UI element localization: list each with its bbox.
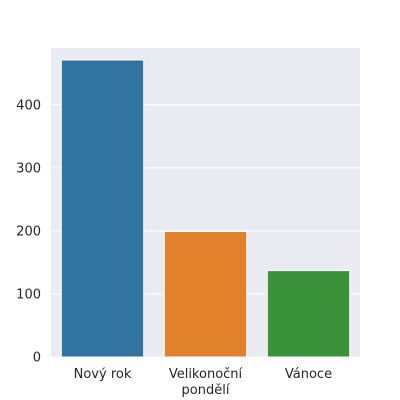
y-tick-label: 100 (16, 287, 41, 302)
x-tick-label-line: Vánoce (285, 367, 332, 382)
y-tick-label: 0 (33, 351, 41, 366)
x-tick-label-line: Velikonoční (169, 367, 243, 382)
x-axis-ticks: Nový rok Velikonoční pondělí Vánoce (74, 367, 332, 398)
x-tick-label: Nový rok (74, 367, 132, 382)
bar (60, 59, 145, 358)
bars (60, 59, 351, 358)
x-tick-label: Velikonoční pondělí (169, 367, 243, 398)
x-tick-label-line: pondělí (182, 383, 230, 398)
y-tick-label: 200 (16, 224, 41, 239)
y-tick-label: 300 (16, 161, 41, 176)
x-tick-label: Vánoce (285, 367, 332, 382)
y-axis-ticks: 0 100 200 300 400 (16, 98, 41, 365)
bar (163, 231, 248, 358)
x-tick-label-line: Nový rok (74, 367, 132, 382)
y-tick-label: 400 (16, 98, 41, 113)
bar (266, 270, 351, 358)
